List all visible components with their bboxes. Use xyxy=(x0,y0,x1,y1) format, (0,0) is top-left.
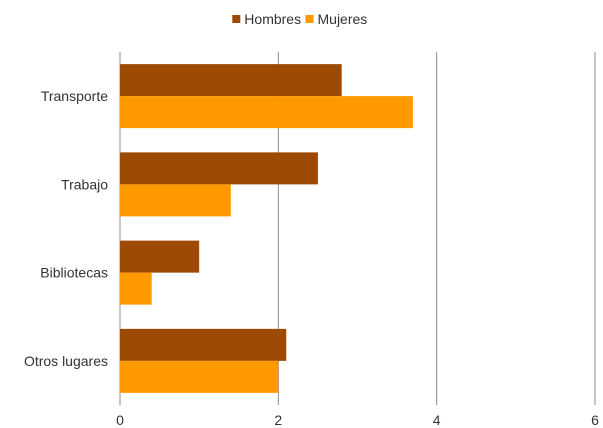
x-tick-label: 4 xyxy=(433,412,441,428)
bars xyxy=(120,64,413,393)
bar-mujeres-2 xyxy=(120,272,152,305)
bar-hombres-0 xyxy=(120,64,342,97)
bar-mujeres-0 xyxy=(120,96,413,129)
category-label: Bibliotecas xyxy=(40,265,108,281)
legend-swatch-hombres xyxy=(232,15,241,23)
bar-mujeres-1 xyxy=(120,184,231,217)
legend-swatch-mujeres xyxy=(305,15,314,23)
category-label: Transporte xyxy=(41,88,108,104)
bar-hombres-2 xyxy=(120,240,200,273)
x-tick-label: 0 xyxy=(116,412,124,428)
category-label: Otros lugares xyxy=(24,353,108,369)
x-tick-label: 2 xyxy=(274,412,282,428)
category-labels: Transporte Trabajo Bibliotecas Otros lugare… xyxy=(24,88,108,369)
x-tick-label: 6 xyxy=(591,412,599,428)
bar-hombres-1 xyxy=(120,152,318,185)
legend-label: Hombres xyxy=(244,11,301,27)
x-axis-ticks: 0 2 4 6 xyxy=(116,412,599,428)
category-label: Trabajo xyxy=(61,176,108,192)
legend-label: Mujeres xyxy=(318,11,368,27)
bar-hombres-3 xyxy=(120,328,287,361)
legend: Hombres Mujeres xyxy=(232,11,367,27)
bar-mujeres-3 xyxy=(120,360,279,393)
